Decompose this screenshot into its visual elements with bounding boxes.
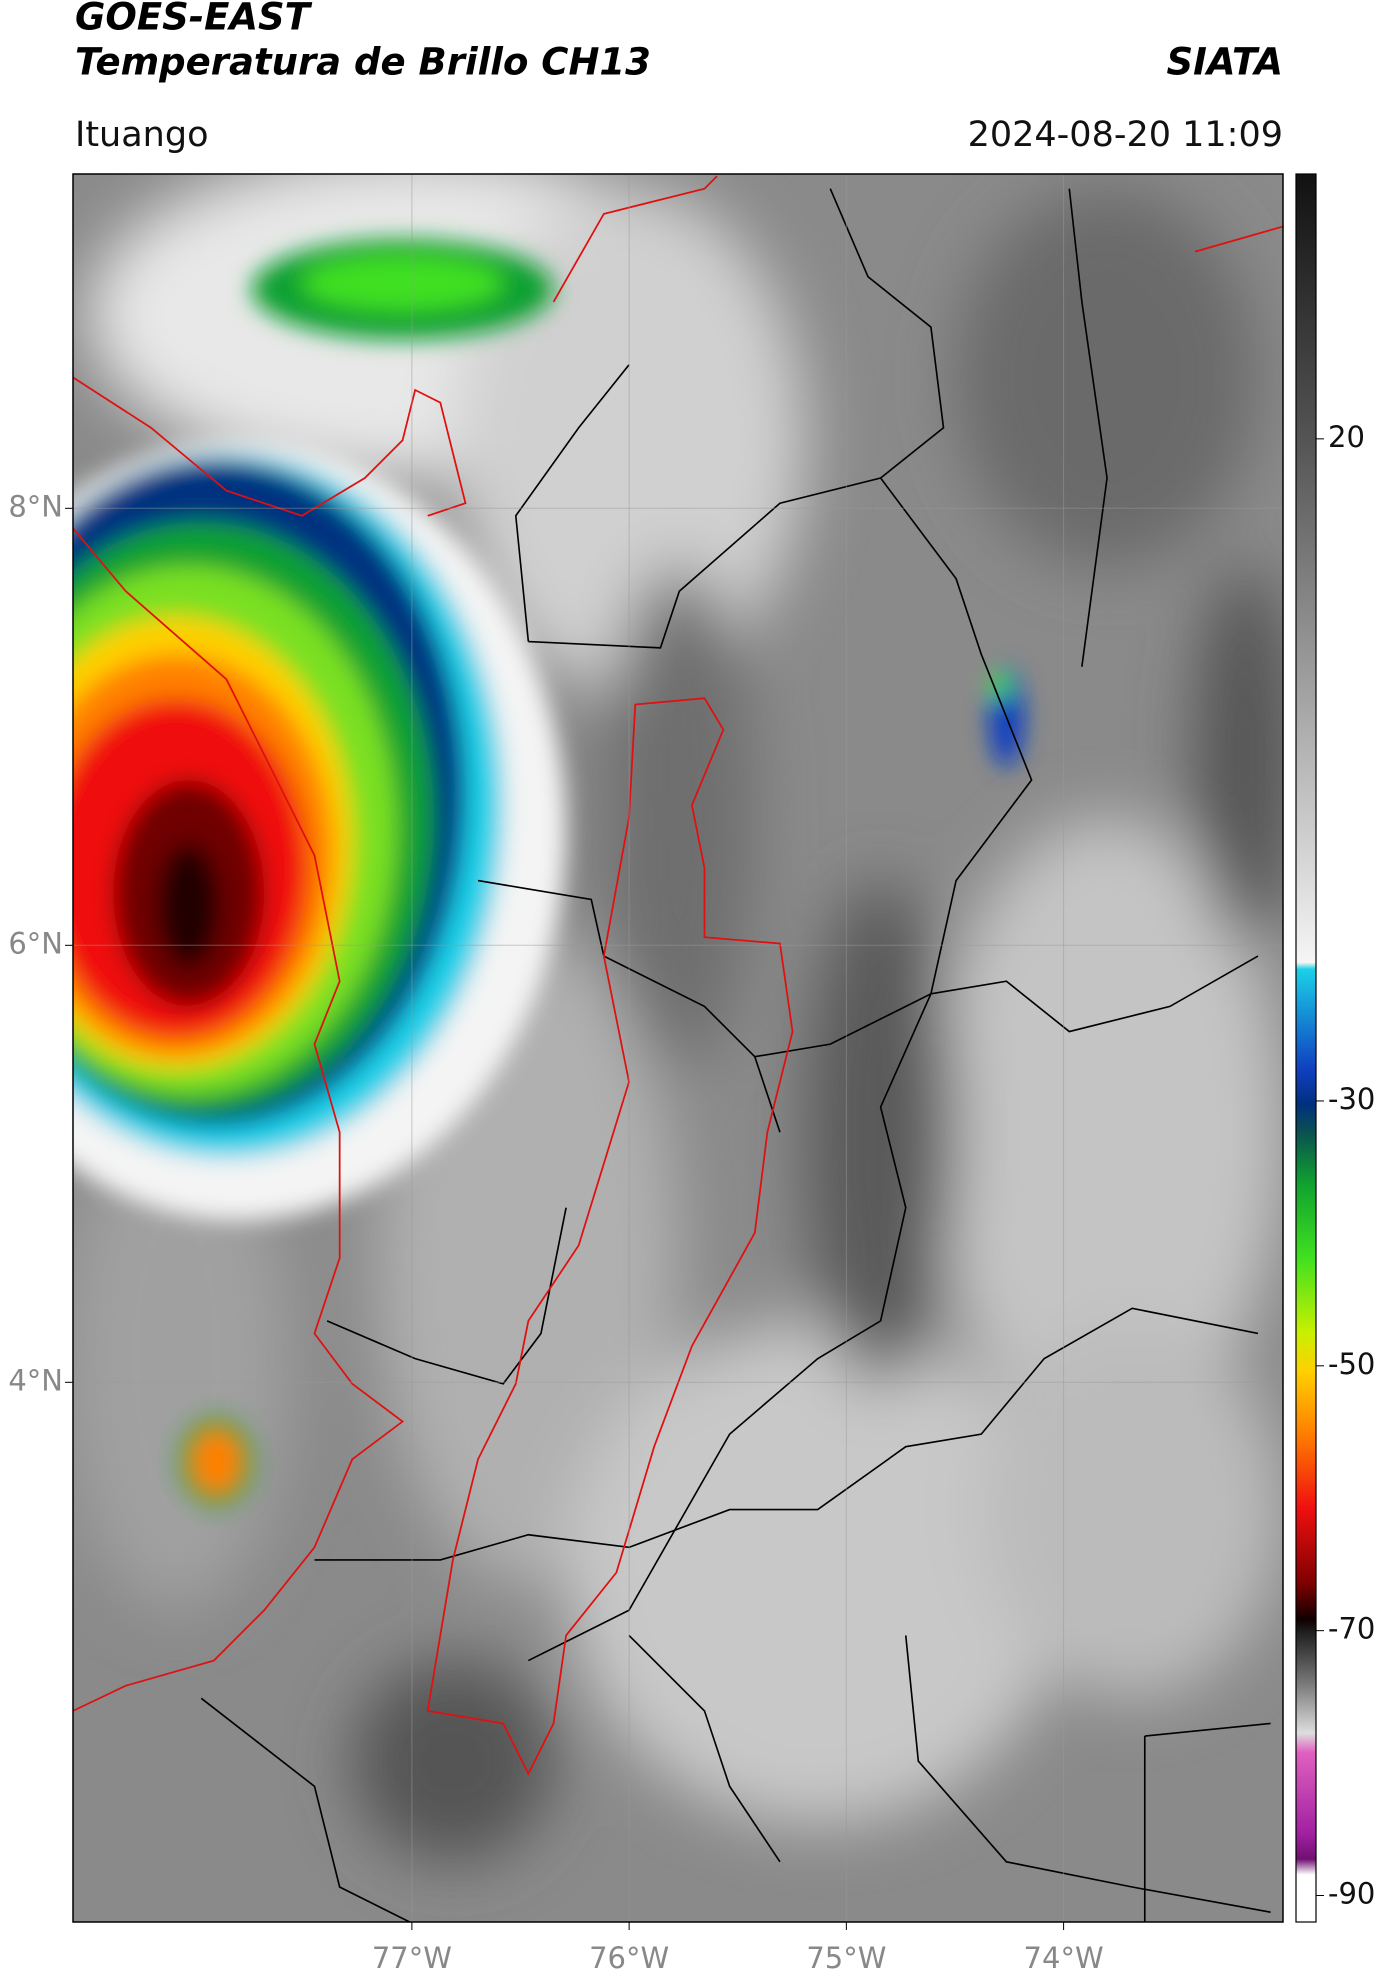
map-frame <box>72 173 1284 1923</box>
agency: SIATA <box>1166 41 1283 84</box>
y-tick-label: 8°N <box>8 489 63 523</box>
colorbar <box>1295 173 1317 1923</box>
x-tick-label: 75°W <box>806 1941 886 1975</box>
title-line1: GOES-EAST <box>75 0 313 39</box>
colorbar-tick-label: -30 <box>1328 1082 1375 1116</box>
y-tick-label: 6°N <box>8 926 63 960</box>
colorbar-tick-label: 20 <box>1328 420 1365 454</box>
satellite-image <box>72 173 1284 1923</box>
location: Ituango <box>75 115 209 155</box>
colorbar-tick-label: -90 <box>1328 1877 1375 1911</box>
colorbar-tick-label: -70 <box>1328 1612 1375 1646</box>
colorbar-tick-label: -50 <box>1328 1347 1375 1381</box>
title-line2: Temperatura de Brillo CH13 <box>75 41 651 84</box>
timestamp: 2024-08-20 11:09 <box>968 115 1283 155</box>
y-tick-label: 4°N <box>8 1363 63 1397</box>
x-tick-label: 77°W <box>372 1941 452 1975</box>
x-tick-label: 74°W <box>1024 1941 1104 1975</box>
x-tick-label: 76°W <box>589 1941 669 1975</box>
